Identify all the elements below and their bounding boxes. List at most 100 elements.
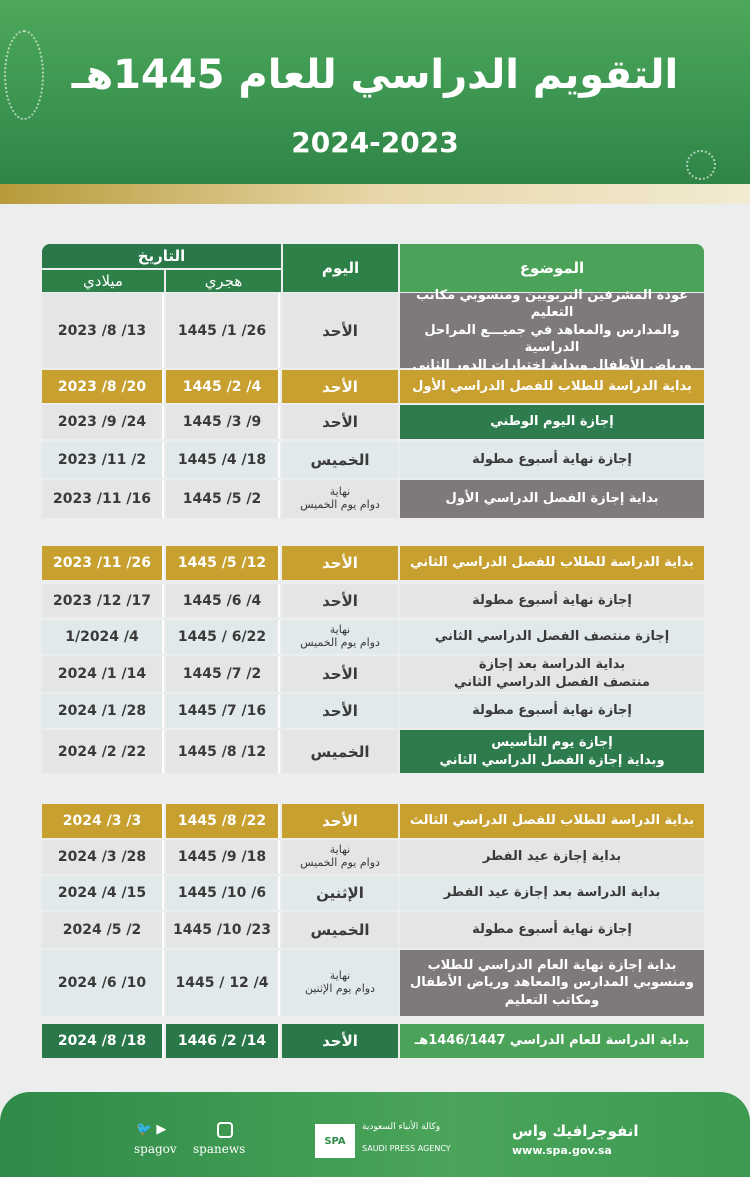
hijri-date-cell: 22/ 8/ 1445 xyxy=(166,804,280,838)
topic-cell: عودة المشرفين التربويين ومنسوبي مكاتب ال… xyxy=(400,288,704,373)
decorative-dots xyxy=(4,30,44,120)
hijri-date-cell: 23/ 10/ 1445 xyxy=(166,912,280,948)
day-cell: الأحد xyxy=(282,804,398,838)
hijri-date-cell: 9/ 3/ 1445 xyxy=(166,405,280,439)
gregorian-date-cell: 22/ 2/ 2024 xyxy=(42,730,164,773)
table-row: 2/ 5/ 2024 23/ 10/ 1445 الخميس إجازة نهاية … xyxy=(42,912,704,948)
decorative-dots xyxy=(686,150,716,180)
hijri-date-cell: 26/ 1/ 1445 xyxy=(166,293,280,368)
table-row: 2/ 11/ 2023 18/ 4/ 1445 الخميس إجازة نهاية … xyxy=(42,442,704,478)
social-handle-spagov[interactable]: spagov xyxy=(134,1142,177,1156)
topic-cell: بداية إجازة عيد الفطر xyxy=(400,840,704,874)
day-cell: الخميس xyxy=(282,730,398,773)
topic-cell: إجازة اليوم الوطني xyxy=(400,405,704,439)
header-gregorian: ميلادي xyxy=(42,270,164,292)
footer: انفوجرافيك واس www.spa.gov.sa SPA وكالة … xyxy=(0,1092,750,1177)
topic-cell: بداية الدراسة للعام الدراسي 1446/1447هـ xyxy=(400,1024,704,1058)
hijri-date-cell: 12/ 5/ 1445 xyxy=(166,546,280,580)
day-cell: الأحد xyxy=(282,694,398,728)
gregorian-date-cell: 20/ 8/ 2023 xyxy=(42,370,164,403)
table-row: 22/ 2/ 2024 12/ 8/ 1445 الخميس إجازة يوم ال… xyxy=(42,730,704,773)
gregorian-date-cell: 28/ 3/ 2024 xyxy=(42,840,164,874)
header-hijri: هجري xyxy=(166,270,281,292)
gregorian-date-cell: 13/ 8/ 2023 xyxy=(42,293,164,368)
gregorian-date-cell: 4/ 1/2024 xyxy=(42,620,164,654)
gregorian-date-cell: 26/ 11/ 2023 xyxy=(42,546,164,580)
header-topic: الموضوع xyxy=(400,244,704,292)
gregorian-date-cell: 18/ 8/ 2024 xyxy=(42,1024,164,1058)
gregorian-date-cell: 28/ 1/ 2024 xyxy=(42,694,164,728)
topic-cell: بداية الدراسة بعد إجازة منتصف الفصل الدر… xyxy=(400,656,704,692)
gregorian-date-cell: 3/ 3/ 2024 xyxy=(42,804,164,838)
hijri-date-cell: 2/ 5/ 1445 xyxy=(166,480,280,518)
social-icons: 🐦 ▶ xyxy=(136,1122,167,1137)
header-date: التاريخ xyxy=(42,244,281,268)
agency-name-ar: وكالة الأنباء السعودية xyxy=(362,1122,441,1132)
table-row: 14/ 1/ 2024 2/ 7/ 1445 الأحد بداية الدراسة … xyxy=(42,656,704,692)
topic-cell: إجازة منتصف الفصل الدراسي الثاني xyxy=(400,620,704,654)
table-row: 4/ 1/2024 6/22 / 1445 نهاية دوام يوم الخمي… xyxy=(42,620,704,654)
day-cell: الخميس xyxy=(282,442,398,478)
topic-cell: إجازة نهاية أسبوع مطولة xyxy=(400,694,704,728)
hijri-date-cell: 4/ 6/ 1445 xyxy=(166,584,280,617)
gregorian-date-cell: 10/ 6/ 2024 xyxy=(42,950,164,1016)
table-row: 24/ 9/ 2023 9/ 3/ 1445 الأحد إجازة اليوم ال… xyxy=(42,405,704,439)
gregorian-date-cell: 16/ 11/ 2023 xyxy=(42,480,164,518)
hijri-date-cell: 4/ 2/ 1445 xyxy=(166,370,280,403)
gregorian-date-cell: 14/ 1/ 2024 xyxy=(42,656,164,692)
table-row: 13/ 8/ 2023 26/ 1/ 1445 الأحد عودة المشرفين… xyxy=(42,288,704,373)
hijri-date-cell: 12/ 8/ 1445 xyxy=(166,730,280,773)
topic-cell: بداية الدراسة بعد إجازة عيد الفطر xyxy=(400,876,704,910)
topic-cell: إجازة يوم التأسيس وبداية إجازة الفصل الد… xyxy=(400,730,704,773)
hijri-date-cell: 2/ 7/ 1445 xyxy=(166,656,280,692)
day-cell: الأحد xyxy=(282,370,398,403)
topic-cell: إجازة نهاية أسبوع مطولة xyxy=(400,584,704,617)
table-row: 28/ 1/ 2024 16/ 7/ 1445 الأحد إجازة نهاية أ… xyxy=(42,694,704,728)
gregorian-date-cell: 2/ 11/ 2023 xyxy=(42,442,164,478)
table-row: 3/ 3/ 2024 22/ 8/ 1445 الأحد بداية الدراسة … xyxy=(42,804,704,838)
table-row: 18/ 8/ 2024 14/ 2/ 1446 الأحد بداية الدراسة… xyxy=(42,1024,704,1058)
hijri-date-cell: 18/ 9/ 1445 xyxy=(166,840,280,874)
day-cell: نهاية دوام يوم الخميس xyxy=(282,480,398,518)
website-link[interactable]: www.spa.gov.sa xyxy=(512,1144,612,1157)
instagram-icon xyxy=(217,1122,233,1138)
day-cell: الأحد xyxy=(282,546,398,580)
topic-cell: إجازة نهاية أسبوع مطولة xyxy=(400,912,704,948)
day-cell: الأحد xyxy=(282,293,398,368)
gregorian-date-cell: 2/ 5/ 2024 xyxy=(42,912,164,948)
social-handle-spanews[interactable]: spanews xyxy=(193,1142,246,1156)
gold-stripe xyxy=(0,184,750,204)
topic-cell: بداية إجازة الفصل الدراسي الأول xyxy=(400,480,704,518)
gregorian-date-cell: 15/ 4/ 2024 xyxy=(42,876,164,910)
hijri-date-cell: 16/ 7/ 1445 xyxy=(166,694,280,728)
agency-name-en: SAUDI PRESS AGENCY xyxy=(362,1144,451,1153)
day-cell: الأحد xyxy=(282,1024,398,1058)
day-cell: الخميس xyxy=(282,912,398,948)
table-row: 20/ 8/ 2023 4/ 2/ 1445 الأحد بداية الدراسة … xyxy=(42,370,704,403)
table-row: 26/ 11/ 2023 12/ 5/ 1445 الأحد بداية الدراس… xyxy=(42,546,704,580)
topic-cell: إجازة نهاية أسبوع مطولة xyxy=(400,442,704,478)
table-row: 16/ 11/ 2023 2/ 5/ 1445 نهاية دوام يوم الخ… xyxy=(42,480,704,518)
gregorian-date-cell: 17/ 12/ 2023 xyxy=(42,584,164,617)
hijri-date-cell: 14/ 2/ 1446 xyxy=(166,1024,280,1058)
hijri-date-cell: 6/22 / 1445 xyxy=(166,620,280,654)
page-title: التقويم الدراسي للعام 1445هـ xyxy=(71,52,679,98)
table-row: 17/ 12/ 2023 4/ 6/ 1445 الأحد إجازة نهاية أ… xyxy=(42,584,704,617)
page-subtitle: 2024-2023 xyxy=(291,126,459,159)
topic-cell: بداية إجازة نهاية العام الدراسي للطلاب و… xyxy=(400,950,704,1016)
header-banner: التقويم الدراسي للعام 1445هـ 2024-2023 xyxy=(0,0,750,184)
hijri-date-cell: 6/ 10/ 1445 xyxy=(166,876,280,910)
table-row: 28/ 3/ 2024 18/ 9/ 1445 نهاية دوام يوم الخ… xyxy=(42,840,704,874)
day-cell: الإثنين xyxy=(282,876,398,910)
spa-logo: SPA xyxy=(315,1124,355,1158)
table-row: 15/ 4/ 2024 6/ 10/ 1445 الإثنين بداية الدرا… xyxy=(42,876,704,910)
header-day: اليوم xyxy=(283,244,398,292)
hijri-date-cell: 4/ 12 / 1445 xyxy=(166,950,280,1016)
day-cell: نهاية دوام يوم الخميس xyxy=(282,620,398,654)
topic-cell: بداية الدراسة للطلاب للفصل الدراسي الأول xyxy=(400,370,704,403)
day-cell: نهاية دوام يوم الإثنين xyxy=(282,950,398,1016)
day-cell: الأحد xyxy=(282,584,398,617)
topic-cell: بداية الدراسة للطلاب للفصل الدراسي الثان… xyxy=(400,546,704,580)
hijri-date-cell: 18/ 4/ 1445 xyxy=(166,442,280,478)
day-cell: الأحد xyxy=(282,405,398,439)
